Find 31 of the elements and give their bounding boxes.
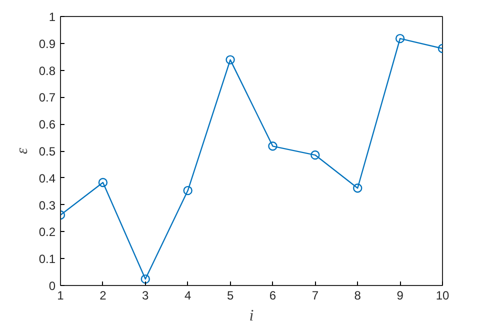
x-tick-label: 9 <box>396 288 404 302</box>
point <box>310 150 320 160</box>
x-tick-label: 5 <box>226 288 234 302</box>
point <box>226 55 235 64</box>
y-tick-label: 0.4 <box>38 171 56 186</box>
point <box>268 142 278 151</box>
y-tick-label: 0.9 <box>38 36 56 51</box>
point <box>395 34 405 44</box>
point <box>353 184 362 193</box>
x-tick-label: 7 <box>312 288 319 302</box>
x-tick-label: 10 <box>436 288 450 302</box>
y-tick-label: 0.5 <box>38 144 56 158</box>
x-tick-label: 2 <box>100 288 107 302</box>
x-tick-label: 6 <box>269 288 276 302</box>
y-axis-title: ε <box>14 147 31 154</box>
y-tick-label: 0.1 <box>38 252 56 266</box>
y-tick-label: 0.8 <box>38 64 56 78</box>
y-tick-label: 0 <box>48 279 56 293</box>
x-tick-label: 3 <box>142 288 150 302</box>
y-tick-label: 0.6 <box>38 118 56 132</box>
x-tick-label: 1 <box>57 288 64 302</box>
y-tick-label: 1 <box>48 10 56 24</box>
x-tick-label: 4 <box>184 288 192 302</box>
point <box>98 178 108 188</box>
y-tick-label: 0.7 <box>38 90 56 105</box>
y-tick-label: 0.3 <box>38 198 56 212</box>
point <box>183 186 192 196</box>
x-tick-label: 8 <box>354 288 362 302</box>
y-tick-label: 0.2 <box>38 225 56 240</box>
point <box>140 274 150 284</box>
x-axis-title: i <box>249 308 254 324</box>
